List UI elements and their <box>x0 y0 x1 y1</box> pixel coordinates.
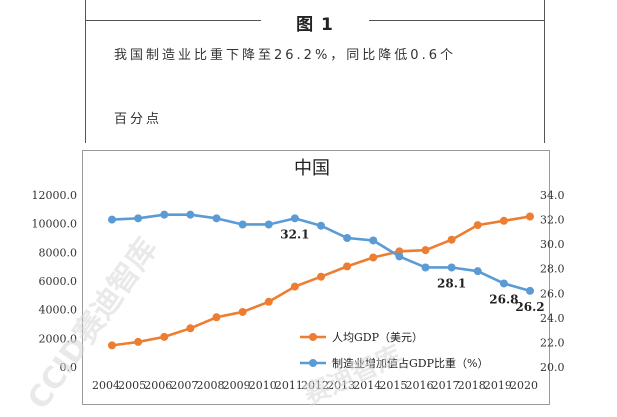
series-0-point <box>186 324 195 333</box>
x-axis-tick-label: 2006 <box>144 379 172 392</box>
series-0-point <box>499 216 508 225</box>
series-1-point <box>395 252 404 261</box>
right-axis-tick-label: 26.0 <box>540 287 565 300</box>
chart-frame <box>82 150 550 405</box>
legend-label-1: 制造业增加值占GDP比重（%） <box>332 356 488 370</box>
series-1-point <box>186 210 195 219</box>
left-axis-tick-label: 2000.0 <box>39 332 78 345</box>
series-1-point <box>134 214 143 223</box>
series-1-point <box>290 214 299 223</box>
series-0-point <box>290 282 299 291</box>
series-0-point <box>369 253 378 262</box>
x-axis-tick-label: 2009 <box>223 379 251 392</box>
data-label: 32.1 <box>280 227 309 241</box>
right-axis-tick-label: 20.0 <box>540 361 565 374</box>
x-axis-tick-label: 2017 <box>432 379 460 392</box>
title-rule-left <box>86 20 261 21</box>
x-axis-tick-label: 2010 <box>249 379 277 392</box>
left-axis-tick-label: 12000.0 <box>32 189 78 202</box>
x-axis-tick-label: 2004 <box>92 379 120 392</box>
figure-heading: 图 1 <box>296 15 334 35</box>
right-axis-tick-label: 30.0 <box>540 238 565 251</box>
series-0-point <box>238 307 247 316</box>
left-axis-tick-label: 8000.0 <box>39 246 78 259</box>
series-1-point <box>473 267 482 276</box>
series-1-point <box>343 234 352 242</box>
right-axis-tick-label: 24.0 <box>540 312 565 325</box>
series-0-point <box>134 337 143 346</box>
series-1-point <box>421 263 430 272</box>
x-axis-tick-label: 2019 <box>484 379 512 392</box>
legend-swatch-marker-1 <box>309 359 317 367</box>
caption-line-1: 我国制造业比重下降至26.2%，同比降低0.6个 <box>114 48 456 63</box>
series-0-point <box>447 235 456 244</box>
figure-caption-box: 图 1 我国制造业比重下降至26.2%，同比降低0.6个 百分点 <box>85 0 545 143</box>
series-0-point <box>212 313 221 322</box>
legend-swatch-marker-0 <box>309 333 317 341</box>
series-1-point <box>526 286 534 295</box>
x-axis-tick-label: 2012 <box>301 379 329 392</box>
left-axis-tick-label: 0.0 <box>60 361 78 374</box>
series-1-point <box>317 221 325 230</box>
series-0-point <box>108 341 116 350</box>
right-axis-tick-label: 28.0 <box>540 263 565 276</box>
x-axis-tick-label: 2013 <box>327 379 355 392</box>
series-0-point <box>160 332 169 341</box>
left-axis-tick-label: 4000.0 <box>39 304 78 317</box>
x-axis-tick-label: 2008 <box>197 379 225 392</box>
right-axis-tick-label: 32.0 <box>540 214 565 227</box>
x-axis-tick-label: 2005 <box>118 379 146 392</box>
series-line-0 <box>111 215 531 347</box>
series-1-point <box>212 214 221 223</box>
series-1-point <box>238 220 247 229</box>
x-axis-tick-label: 2007 <box>170 379 198 392</box>
series-1-point <box>264 220 273 229</box>
data-label: 26.2 <box>515 300 544 314</box>
series-1-point <box>369 236 378 245</box>
x-axis-tick-label: 2018 <box>458 379 486 392</box>
series-0-point <box>264 297 273 306</box>
x-axis-tick-label: 2015 <box>379 379 407 392</box>
left-axis-tick-label: 6000.0 <box>39 275 78 288</box>
series-0-point <box>317 272 325 281</box>
series-0-point <box>473 221 482 230</box>
legend-label-0: 人均GDP（美元） <box>332 331 423 344</box>
title-rule-right <box>369 20 544 21</box>
right-axis-tick-label: 34.0 <box>540 189 565 202</box>
data-label: 28.1 <box>437 276 466 290</box>
series-1-point <box>160 210 169 219</box>
chart-title: 中国 <box>294 158 330 179</box>
line-chart: 中国 0.0 2000.0 4000.0 6000.0 8000.0 10000.0 120… <box>32 158 565 392</box>
x-axis-tick-label: 2020 <box>510 379 538 392</box>
right-axis-tick-label: 22.0 <box>540 336 565 349</box>
series-0-point <box>343 262 352 271</box>
series-1-point <box>499 279 508 288</box>
series-0-point <box>421 246 430 255</box>
series-0-point <box>526 212 534 221</box>
series-1-point <box>108 215 116 224</box>
x-axis-tick-label: 2016 <box>406 379 434 392</box>
caption-line-2: 百分点 <box>114 112 163 127</box>
x-axis-tick-label: 2011 <box>275 379 303 392</box>
data-label: 26.8 <box>489 292 518 306</box>
x-axis-tick-label: 2014 <box>353 379 381 392</box>
series-1-point <box>447 263 456 272</box>
left-axis-tick-label: 10000.0 <box>32 218 78 231</box>
